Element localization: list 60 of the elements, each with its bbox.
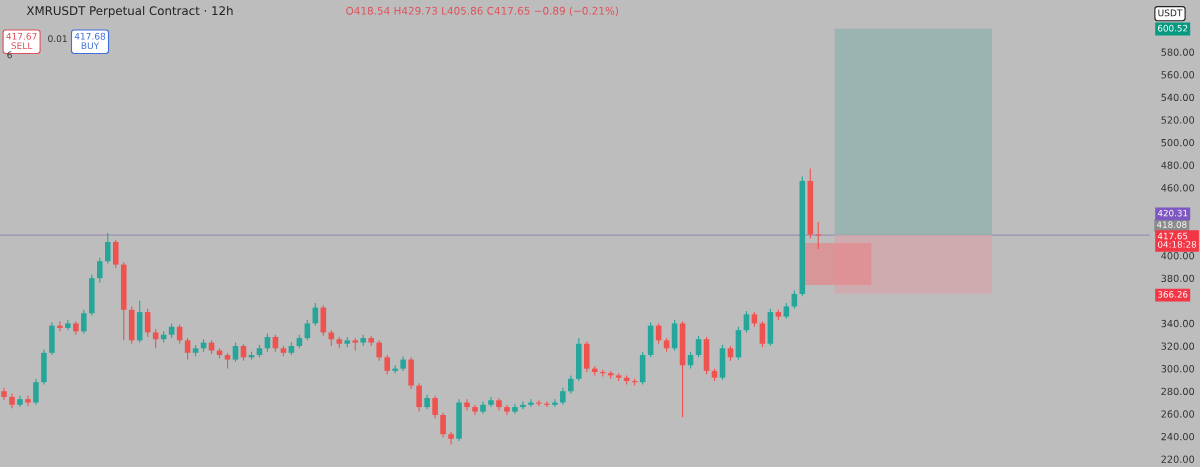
candlestick <box>512 403 518 415</box>
y-tick-label: 260.00 <box>1161 410 1195 418</box>
candlestick <box>544 400 550 408</box>
y-tick-label: 240.00 <box>1161 432 1195 441</box>
y-tick-label: 300.00 <box>1161 365 1195 373</box>
candlestick <box>448 431 454 445</box>
candlestick <box>743 310 750 333</box>
annotation: 417.67 SELL <box>6 32 37 50</box>
candlestick <box>759 320 766 348</box>
candlestick <box>416 382 422 413</box>
y-tick-label: 460.00 <box>1161 184 1195 192</box>
y-tick-label: 320.00 <box>1161 342 1195 350</box>
y-tick-label: 540.00 <box>1161 93 1195 102</box>
annotation: 417.68 BUY <box>74 32 106 50</box>
text: 600.52 <box>1158 24 1188 32</box>
candlestick <box>112 239 119 269</box>
annotation: 6 <box>7 51 12 59</box>
text: 420.31 <box>1157 209 1188 217</box>
candlestick <box>815 221 822 250</box>
candlestick <box>384 354 390 375</box>
ref-line-label: 418.08 <box>1156 221 1187 228</box>
candlestick <box>104 232 111 265</box>
candlestick <box>376 339 382 362</box>
y-tick-label: 280.00 <box>1161 387 1195 396</box>
candlestick <box>152 328 159 349</box>
y-tick-label: 480.00 <box>1161 161 1195 169</box>
candlestick <box>81 309 87 335</box>
candlestick <box>432 395 438 419</box>
candlestick <box>65 319 71 331</box>
y-tick-label: 380.00 <box>1161 274 1195 282</box>
candlestick <box>536 399 542 407</box>
candlestick <box>57 320 63 332</box>
text: USDT <box>1158 9 1183 17</box>
text: 366.26 <box>1158 291 1188 298</box>
y-tick-label: 520.00 <box>1161 116 1195 124</box>
annotation: 0.01 <box>48 35 67 43</box>
candlestick <box>504 404 510 416</box>
candlestick <box>97 257 103 284</box>
candlestick <box>472 404 478 416</box>
candlestick <box>695 335 702 358</box>
y-tick-label: 560.00 <box>1161 71 1195 79</box>
candlestick <box>232 342 239 363</box>
text: O418.54 H429.73 L405.86 C417.65 −0.89 (−0.21%) <box>346 6 619 16</box>
chart-title: XMRUSDT Perpetual Contract · 12h <box>26 5 233 18</box>
candlestick <box>184 337 191 361</box>
candlestick <box>25 395 31 407</box>
candlestick <box>528 398 534 408</box>
candlestick <box>520 400 526 410</box>
y-tick-label: 340.00 <box>1161 319 1195 328</box>
y-tick-label: 400.00 <box>1161 252 1195 260</box>
y-tick-label: 580.00 <box>1161 48 1195 56</box>
candlestick <box>488 396 494 408</box>
y-tick-label: 500.00 <box>1161 138 1195 147</box>
candlestick <box>440 412 446 439</box>
candlestick <box>304 319 311 341</box>
text: 417.65 04:18:28 <box>1157 232 1197 248</box>
candlestick <box>568 374 574 395</box>
candlestick <box>33 378 39 406</box>
candlestick <box>464 398 470 412</box>
y-tick-label: 220.00 <box>1161 455 1195 463</box>
